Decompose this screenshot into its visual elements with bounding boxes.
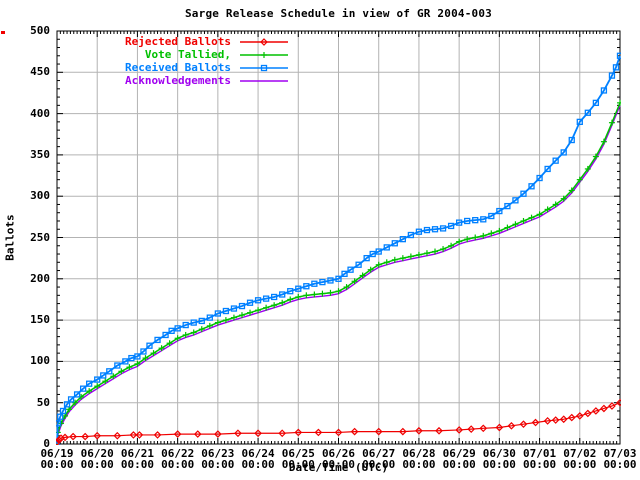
x-tick-label: 06/22 00:00 — [161, 447, 195, 471]
legend-item: Received Ballots — [58, 61, 290, 74]
legend-swatch-none-icon — [240, 79, 288, 82]
y-tick-label: 300 — [30, 189, 50, 203]
y-tick-label: 250 — [30, 230, 50, 244]
y-tick-label: 350 — [30, 147, 50, 161]
x-tick-label: 06/21 00:00 — [120, 447, 154, 471]
x-axis-label: Date/Time (UTC) — [288, 461, 389, 474]
x-tick-label: 06/27 00:00 — [362, 447, 396, 471]
x-tick-label: 07/01 00:00 — [523, 447, 557, 471]
x-tick-label: 07/03 00:00 — [603, 447, 637, 471]
x-tick-label: 06/19 00:00 — [40, 447, 74, 471]
legend-item: Acknowledgements — [58, 74, 290, 87]
x-tick-label: 07/02 00:00 — [563, 447, 597, 471]
x-tick-label: 06/26 00:00 — [321, 447, 356, 471]
y-tick-label: 400 — [30, 106, 50, 120]
legend-label: Acknowledgements — [125, 74, 231, 87]
series-rejected-ballots — [56, 398, 621, 445]
y-tick-label: 450 — [30, 65, 50, 79]
x-tick-label: 06/30 00:00 — [482, 447, 516, 471]
y-tick-label: 0 — [43, 437, 50, 450]
legend-label: Rejected Ballots — [125, 35, 231, 48]
y-tick-label: 50 — [36, 395, 50, 409]
series-received-ballots — [56, 52, 621, 445]
gridlines — [57, 31, 620, 444]
axis-ticks — [56, 30, 621, 445]
x-tick-label: 06/20 00:00 — [80, 447, 114, 471]
legend-swatch-plus-icon — [240, 51, 288, 58]
legend-label: Vote Tallied, — [144, 48, 231, 61]
y-tick-label: 500 — [30, 24, 50, 37]
x-tick-label: 06/25 00:00 — [281, 447, 315, 471]
x-tick-label: 06/28 00:00 — [402, 447, 436, 471]
legend-item: Rejected Ballots — [58, 35, 290, 48]
chart-title: Sarge Release Schedule in view of GR 200… — [184, 7, 492, 20]
legend-swatch-square-icon — [240, 64, 288, 71]
legend-label: Received Ballots — [125, 61, 231, 74]
y-tick-label: 100 — [30, 354, 50, 368]
series-acknowledgements — [56, 105, 621, 445]
y-tick-label: 200 — [30, 271, 50, 285]
stray-mark — [1, 31, 5, 34]
series-vote-tallied — [56, 99, 621, 445]
legend: Rejected Ballots Vote Tallied, Received Ba… — [58, 35, 290, 87]
x-tick-label: 06/24 00:00 — [241, 447, 275, 471]
x-tick-label: 06/23 00:00 — [201, 447, 235, 471]
legend-item: Vote Tallied, — [58, 48, 290, 61]
x-tick-label: 06/29 00:00 — [442, 447, 476, 471]
y-tick-label: 150 — [30, 313, 50, 327]
legend-swatch-diamond-icon — [240, 37, 288, 46]
